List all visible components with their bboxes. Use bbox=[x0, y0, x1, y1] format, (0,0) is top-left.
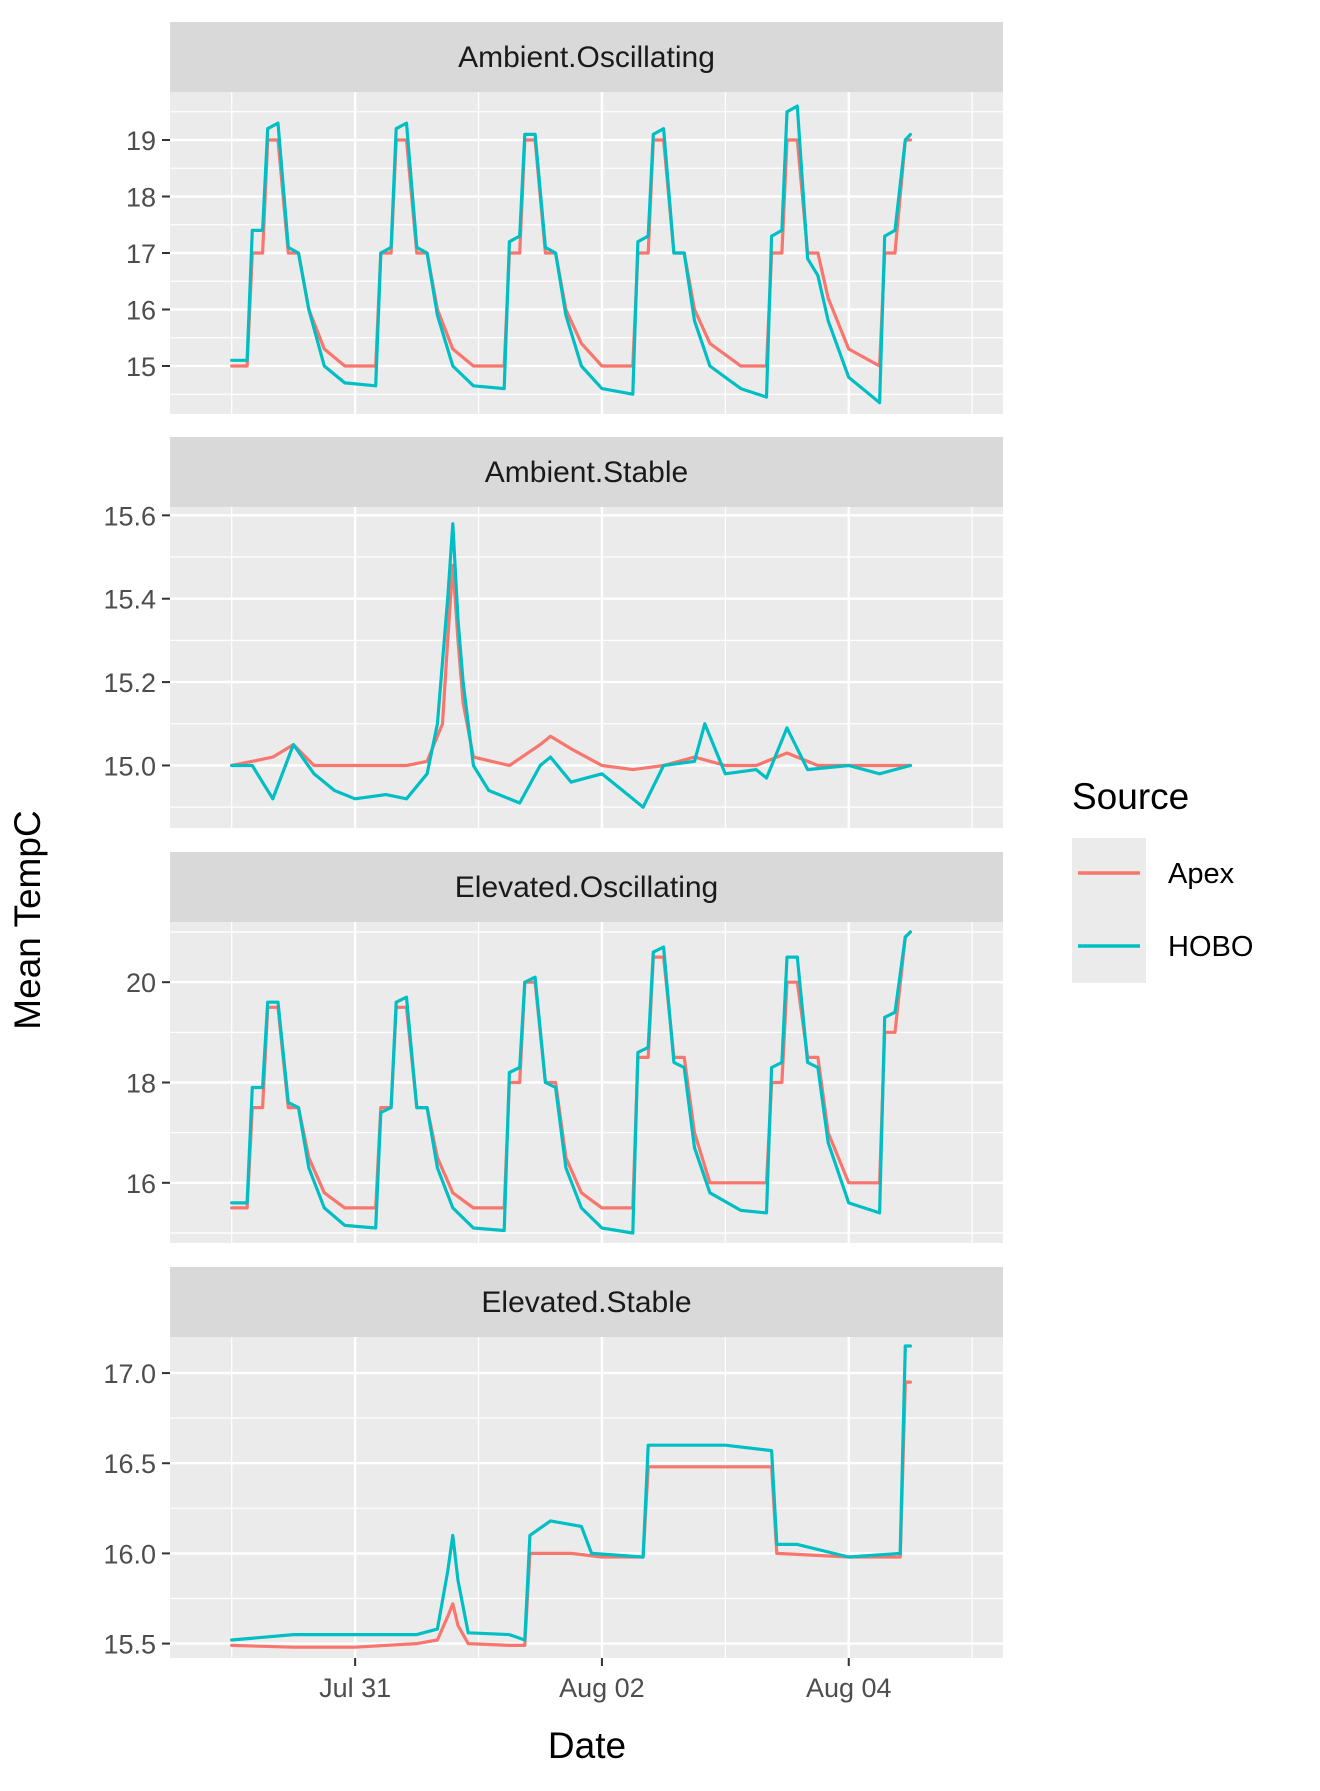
y-tick-label: 16 bbox=[126, 1169, 156, 1199]
series-line-apex bbox=[230, 930, 913, 1210]
panel-background bbox=[170, 1337, 1003, 1658]
strip-label: Elevated.Oscillating bbox=[455, 871, 718, 904]
y-tick-label: 18 bbox=[126, 1069, 156, 1099]
y-tick-label: 15 bbox=[126, 352, 156, 382]
strip-label: Ambient.Stable bbox=[485, 456, 688, 489]
y-tick-label: 19 bbox=[126, 126, 156, 156]
strip-label: Ambient.Oscillating bbox=[458, 41, 715, 74]
legend: Source Apex HOBO bbox=[1072, 776, 1253, 983]
strip-background bbox=[170, 437, 1003, 507]
facet-panels: Ambient.Oscillating 15 16 17 18 19 Ambient.Sta… bbox=[103, 22, 1003, 1660]
strip-background bbox=[170, 852, 1003, 922]
series-line-hobo bbox=[230, 930, 913, 1235]
x-axis: Jul 31 Aug 02 Aug 04 bbox=[319, 1658, 892, 1703]
y-tick-label: 15.6 bbox=[103, 501, 156, 531]
panel-background bbox=[170, 507, 1003, 828]
legend-key-background bbox=[1072, 838, 1146, 983]
strip-label: Elevated.Stable bbox=[481, 1286, 691, 1319]
panel-elevated-stable: Elevated.Stable 15.5 16.0 16.5 17.0 bbox=[103, 1267, 1003, 1660]
y-tick-label: 18 bbox=[126, 183, 156, 213]
panel-elevated-oscillating: Elevated.Oscillating 16 18 20 bbox=[126, 852, 1003, 1243]
legend-label-apex: Apex bbox=[1168, 858, 1235, 890]
x-tick-label: Aug 02 bbox=[559, 1673, 645, 1703]
y-tick-label: 15.5 bbox=[103, 1630, 156, 1660]
strip-background bbox=[170, 1267, 1003, 1337]
legend-title: Source bbox=[1072, 776, 1189, 817]
y-tick-label: 16.0 bbox=[103, 1539, 156, 1569]
y-tick-label: 20 bbox=[126, 968, 156, 998]
panel-ambient-stable: Ambient.Stable 15.0 15.2 15.4 15.6 bbox=[103, 437, 1003, 828]
y-tick-label: 15.2 bbox=[103, 668, 156, 698]
y-axis-title: Mean TempC bbox=[7, 810, 48, 1029]
x-axis-title: Date bbox=[548, 1725, 626, 1766]
y-tick-label: 17 bbox=[126, 239, 156, 269]
y-tick-label: 15.4 bbox=[103, 585, 156, 615]
y-tick-label: 16.5 bbox=[103, 1449, 156, 1479]
strip-background bbox=[170, 22, 1003, 92]
x-tick-label: Jul 31 bbox=[319, 1673, 391, 1703]
legend-label-hobo: HOBO bbox=[1168, 931, 1253, 963]
y-tick-label: 15.0 bbox=[103, 751, 156, 781]
y-tick-label: 16 bbox=[126, 295, 156, 325]
panel-ambient-oscillating: Ambient.Oscillating 15 16 17 18 19 bbox=[126, 22, 1003, 414]
series-line-hobo bbox=[230, 1344, 913, 1642]
series-line-hobo bbox=[230, 522, 913, 809]
series-line-apex bbox=[230, 563, 913, 772]
x-tick-label: Aug 04 bbox=[806, 1673, 892, 1703]
series-line-hobo bbox=[230, 104, 913, 405]
y-tick-label: 17.0 bbox=[103, 1359, 156, 1389]
